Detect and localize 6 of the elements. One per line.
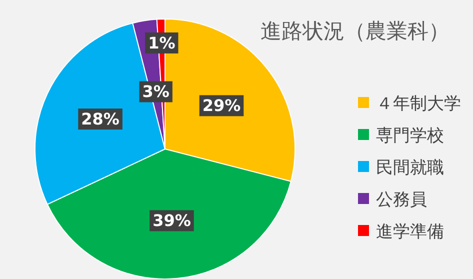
legend-label: 専門学校 <box>376 126 444 146</box>
legend-label: 民間就職 <box>376 158 444 178</box>
chart-title: 進路状況（農業科） <box>260 19 450 43</box>
legend-label: 公務員 <box>376 190 427 210</box>
legend-label: ４年制大学 <box>376 94 461 114</box>
legend-label: 進学準備 <box>376 222 444 242</box>
